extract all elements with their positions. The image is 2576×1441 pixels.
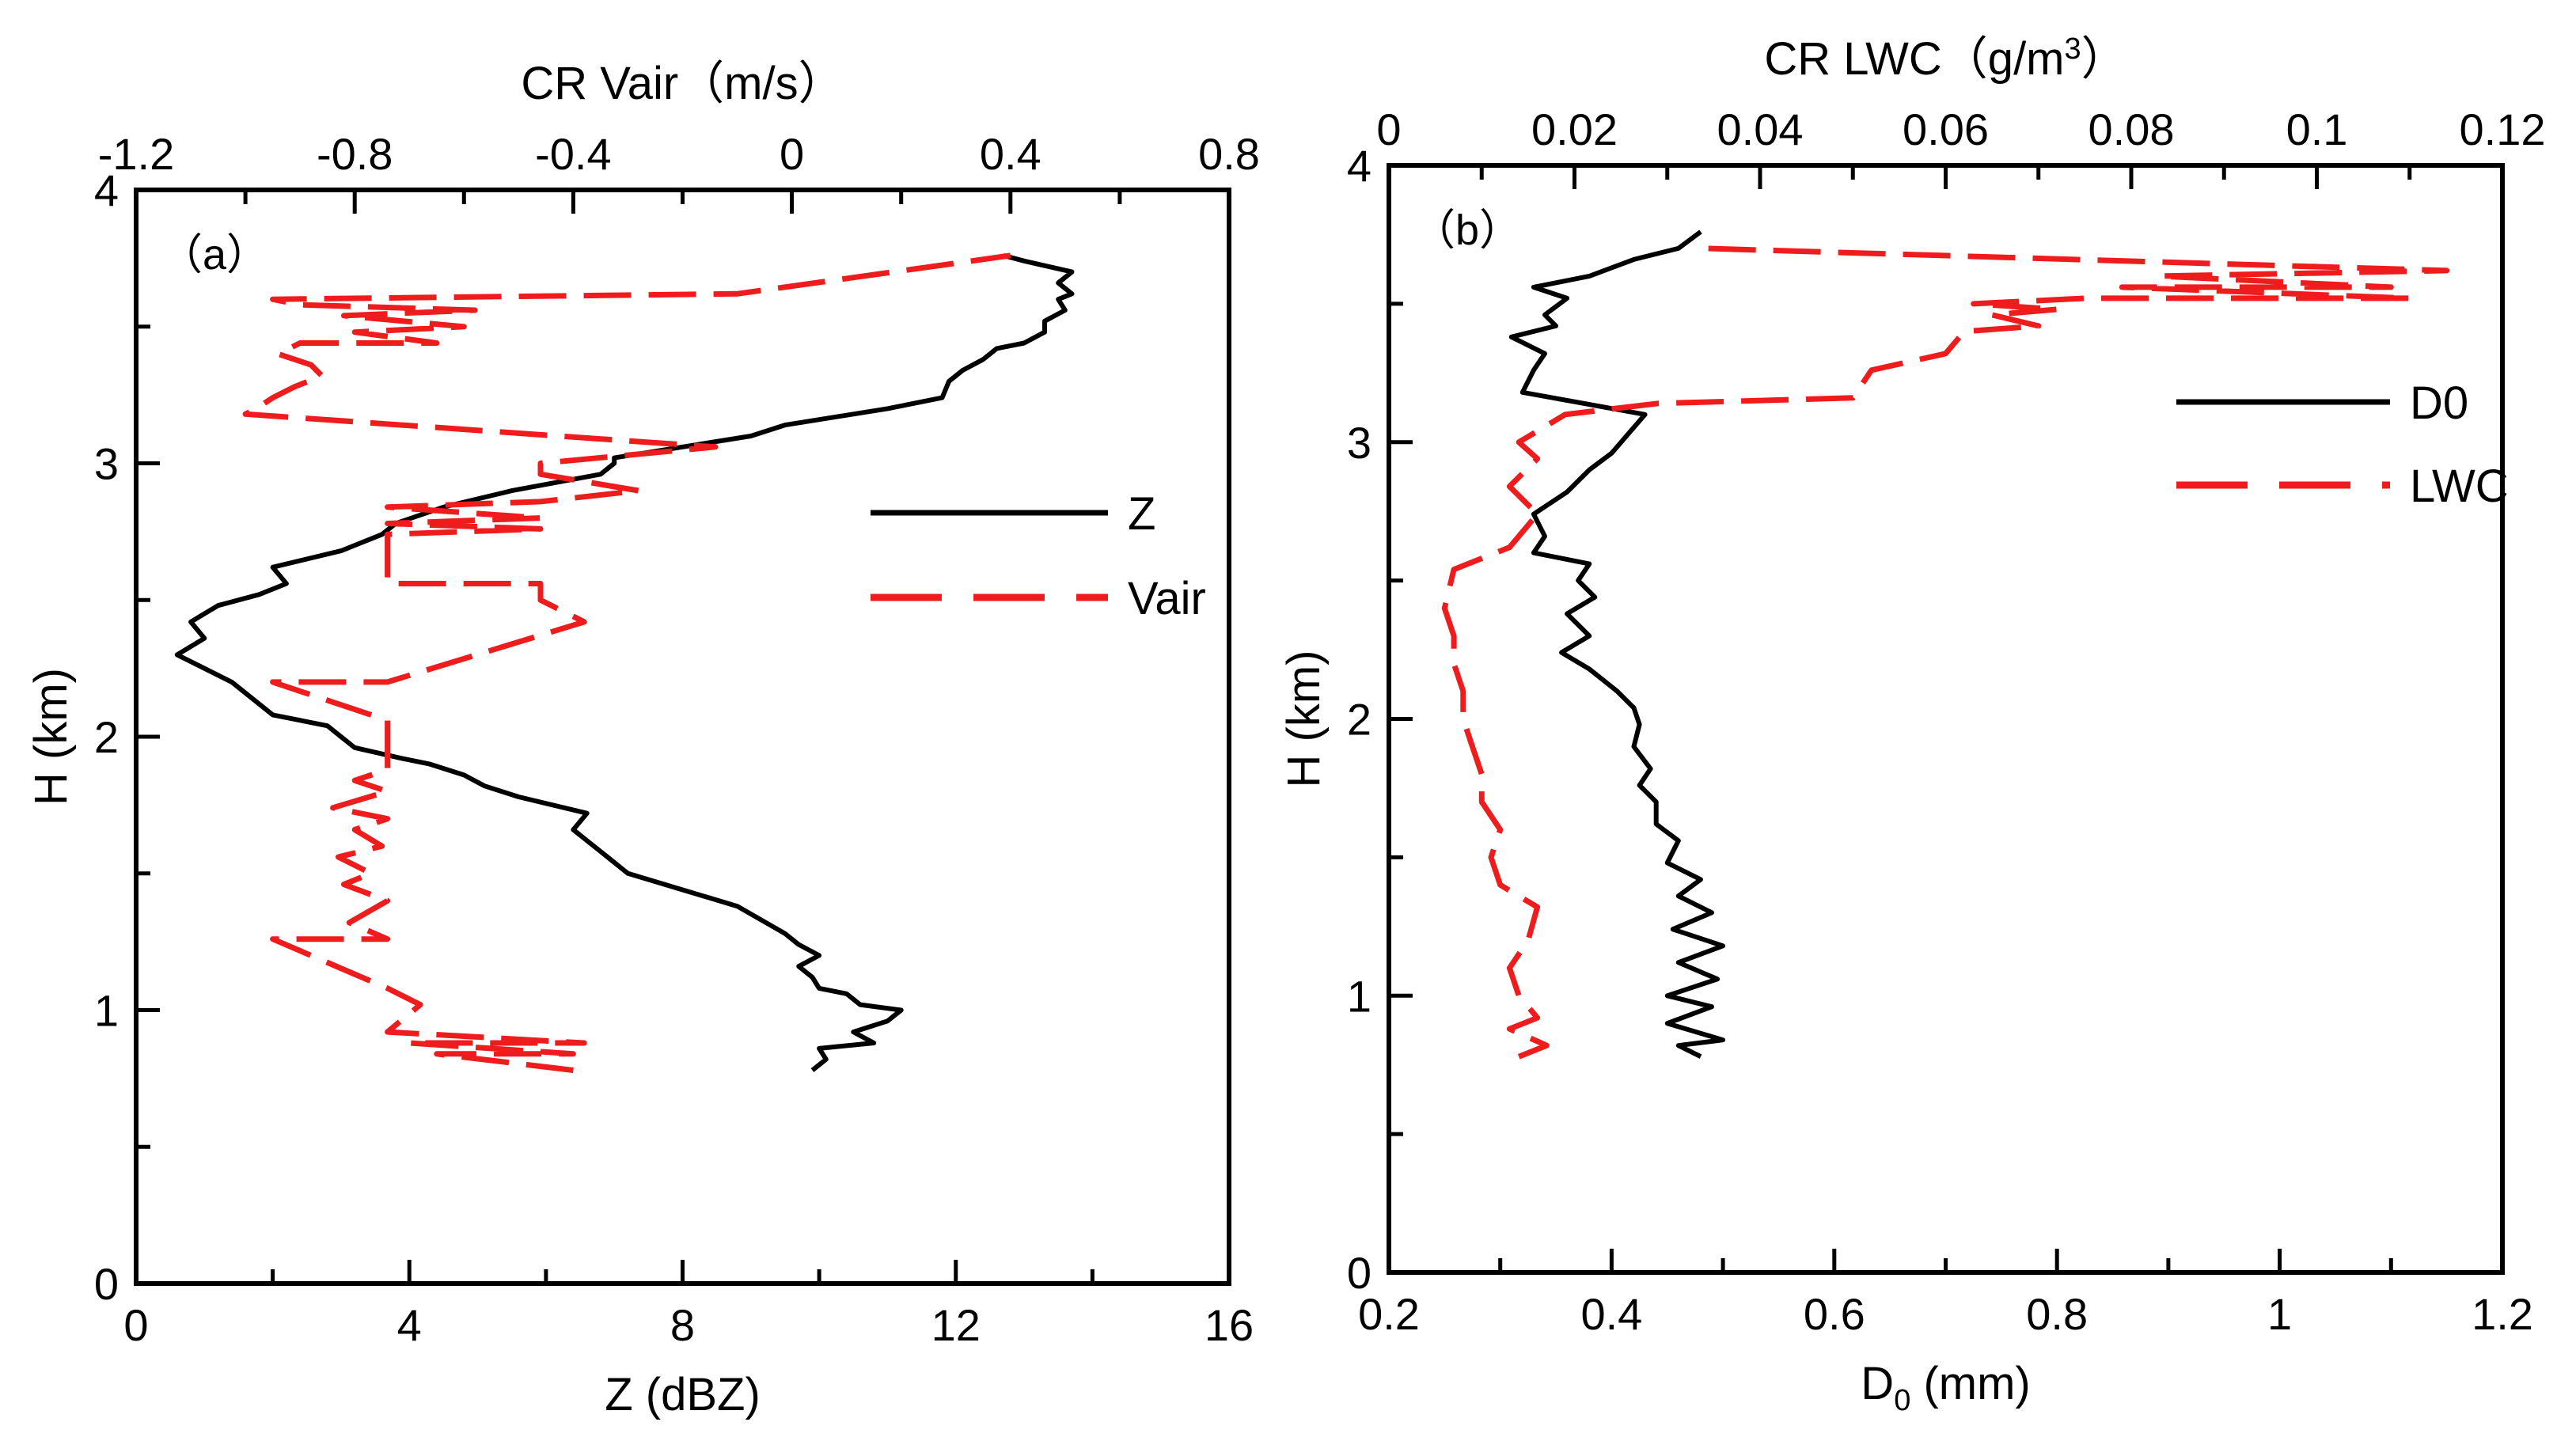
top-tick-label: 0 (780, 129, 804, 179)
legend-label-d0: D0 (2410, 377, 2468, 429)
bottom-tick-label: 0.4 (1580, 1289, 1642, 1339)
legend-label-vair: Vair (1128, 573, 1206, 624)
top-tick-label: 0 (1376, 104, 1401, 154)
bottom-tick-label: 0.2 (1358, 1289, 1420, 1339)
top-tick-label: 0.8 (1198, 129, 1260, 179)
y-tick-label: 2 (94, 712, 119, 762)
top-axis-label: CR Vair（m/s） (521, 58, 844, 109)
series-line-vair (242, 252, 1011, 1073)
series-line-d0 (1508, 229, 1726, 1059)
panel-label: （a） (160, 231, 269, 279)
y-tick-label: 1 (1347, 971, 1371, 1021)
series-line-z (174, 253, 1075, 1072)
bottom-tick-label: 1.2 (2472, 1289, 2533, 1339)
top-tick-label: 0.02 (1531, 104, 1618, 154)
bottom-tick-label: 0.6 (1804, 1289, 1865, 1339)
y-tick-label: 0 (94, 1259, 119, 1309)
y-tick-label: 4 (1347, 141, 1371, 191)
panel-b: 0 1 2 3 4 H (km) 0.2 0.4 0.6 0.8 1 1.2 D0 (mm) 0 0.02 0… (1278, 32, 2546, 1417)
top-tick-label: 0.08 (2088, 104, 2175, 154)
y-axis-label: H (km) (25, 668, 77, 806)
panel-label: （b） (1413, 207, 1522, 254)
top-tick-label: 0.4 (980, 129, 1041, 179)
bottom-tick-label: 4 (397, 1300, 422, 1350)
top-tick-label: 0.1 (2286, 104, 2348, 154)
bottom-axis-label: Z (dBZ) (605, 1369, 761, 1420)
y-tick-label: 0 (1347, 1248, 1371, 1298)
bottom-tick-label: 0.8 (2026, 1289, 2088, 1339)
y-tick-label: 2 (1347, 695, 1371, 745)
y-tick-label: 4 (94, 165, 119, 215)
y-axis-label: H (km) (1278, 650, 1330, 788)
bottom-tick-label: 1 (2267, 1289, 2292, 1339)
bottom-tick-label: 16 (1205, 1300, 1254, 1350)
top-tick-label: 0.06 (1903, 104, 1989, 154)
legend-label-lwc: LWC (2410, 461, 2509, 512)
bottom-tick-label: 0 (123, 1300, 148, 1350)
top-axis-label: CR LWC（g/m3） (1764, 32, 2126, 85)
y-tick-label: 3 (94, 439, 119, 489)
y-tick-label: 3 (1347, 418, 1371, 468)
bottom-axis-label: D0 (mm) (1861, 1358, 2030, 1417)
bottom-tick-label: 12 (931, 1300, 981, 1350)
legend-label-z: Z (1128, 488, 1155, 540)
top-tick-label: 0.12 (2460, 104, 2546, 154)
top-tick-label: -1.2 (98, 129, 175, 179)
bottom-tick-label: 8 (670, 1300, 695, 1350)
top-tick-label: -0.8 (317, 129, 393, 179)
top-tick-label: -0.4 (535, 129, 612, 179)
y-tick-label: 1 (94, 986, 119, 1036)
top-tick-label: 0.04 (1717, 104, 1804, 154)
series-line-lwc (1441, 245, 2450, 1060)
